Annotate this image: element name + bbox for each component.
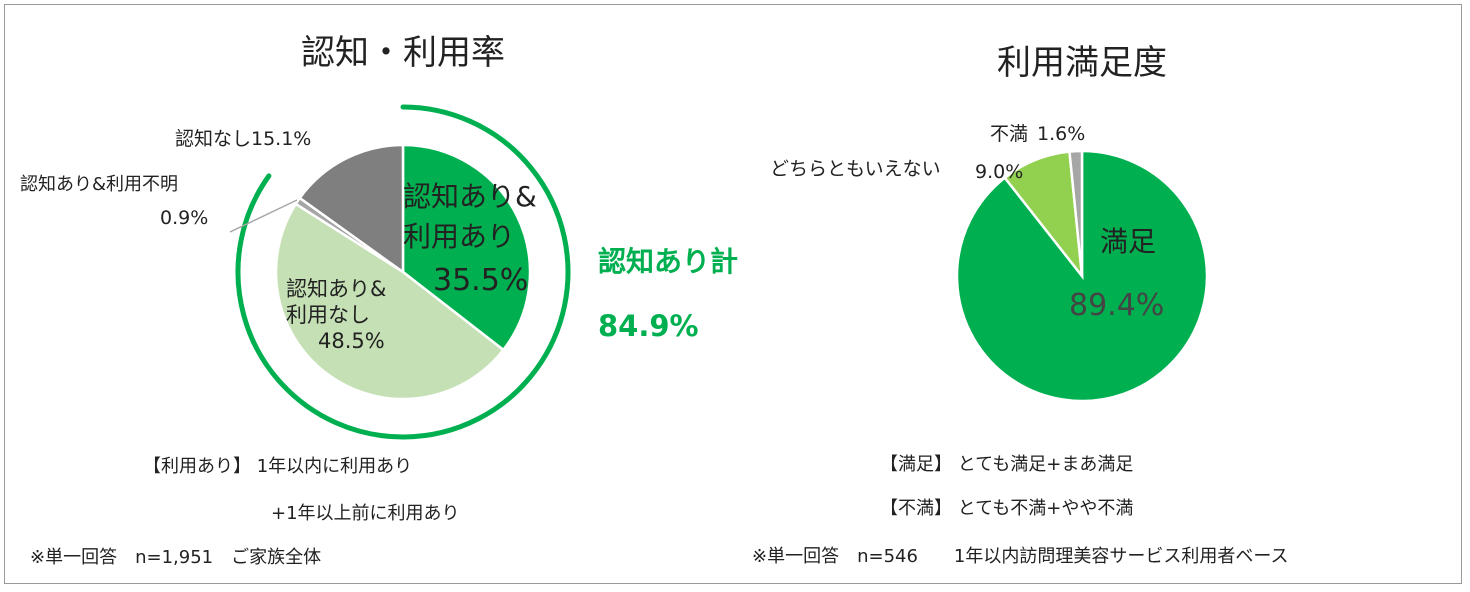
slice-label-used-1: 認知あり&	[403, 180, 537, 213]
aware-total-label: 認知あり計	[598, 245, 738, 278]
chart-frame	[4, 4, 1462, 584]
slice-label-notused-2: 利用なし	[286, 303, 370, 327]
awareness-pie	[274, 143, 532, 401]
aware-total-value: 84.9%	[598, 309, 699, 343]
satisfaction-slice-2	[1068, 149, 1084, 277]
satisfaction-note-1: 【満足】 とても満足+まあ満足	[880, 454, 1133, 475]
awareness-note-1: 【利用あり】 1年以内に利用あり	[143, 456, 412, 477]
slice-label-satisfied-2: 89.4%	[1069, 288, 1164, 323]
slice-label-used-3: 35.5%	[433, 263, 528, 298]
awareness-slice-0	[401, 143, 532, 352]
slice-label-notused-3: 48.5%	[318, 329, 385, 353]
satisfaction-pie	[955, 149, 1209, 403]
slice-label-unaware: 認知なし15.1%	[175, 128, 311, 150]
slice-label-notused-1: 認知あり&	[286, 277, 386, 301]
awareness-chart-title: 認知・利用率	[301, 33, 505, 73]
satisfaction-chart-title: 利用満足度	[997, 43, 1167, 83]
satisfaction-chart: 利用満足度 満足 89.4% どちらともいえない 9.0% 不満 1.6% 【満…	[752, 43, 1288, 567]
slice-label-satisfied-1: 満足	[1100, 225, 1156, 258]
awareness-note-3: ※単一回答 n=1,951 ご家族全体	[30, 547, 321, 568]
unknown-slice-leader-line	[229, 199, 298, 233]
awareness-slice-3	[298, 143, 405, 275]
slice-label-neutral-2: 9.0%	[975, 161, 1023, 183]
slice-label-unknown-1: 認知あり&利用不明	[20, 174, 178, 195]
satisfaction-note-3: ※単一回答 n=546 1年以内訪問理美容サービス利用者ベース	[752, 546, 1288, 567]
satisfaction-note-2: 【不満】 とても不満+やや不満	[880, 498, 1133, 519]
awareness-note-2: +1年以上前に利用あり	[271, 503, 460, 524]
slice-label-dissatisfied-1: 不満	[990, 123, 1028, 145]
awareness-slice-1	[274, 202, 506, 401]
slice-label-dissatisfied-2: 1.6%	[1037, 123, 1085, 145]
awareness-chart: 認知・利用率 認知あり& 利用あり 35.5% 認知あり& 利用なし 48.5%…	[20, 33, 738, 568]
slice-label-unknown-2: 0.9%	[160, 207, 208, 229]
slice-label-neutral-1: どちらともいえない	[770, 158, 941, 180]
awareness-total-arc	[235, 104, 571, 440]
slice-label-used-2: 利用あり	[403, 220, 515, 253]
